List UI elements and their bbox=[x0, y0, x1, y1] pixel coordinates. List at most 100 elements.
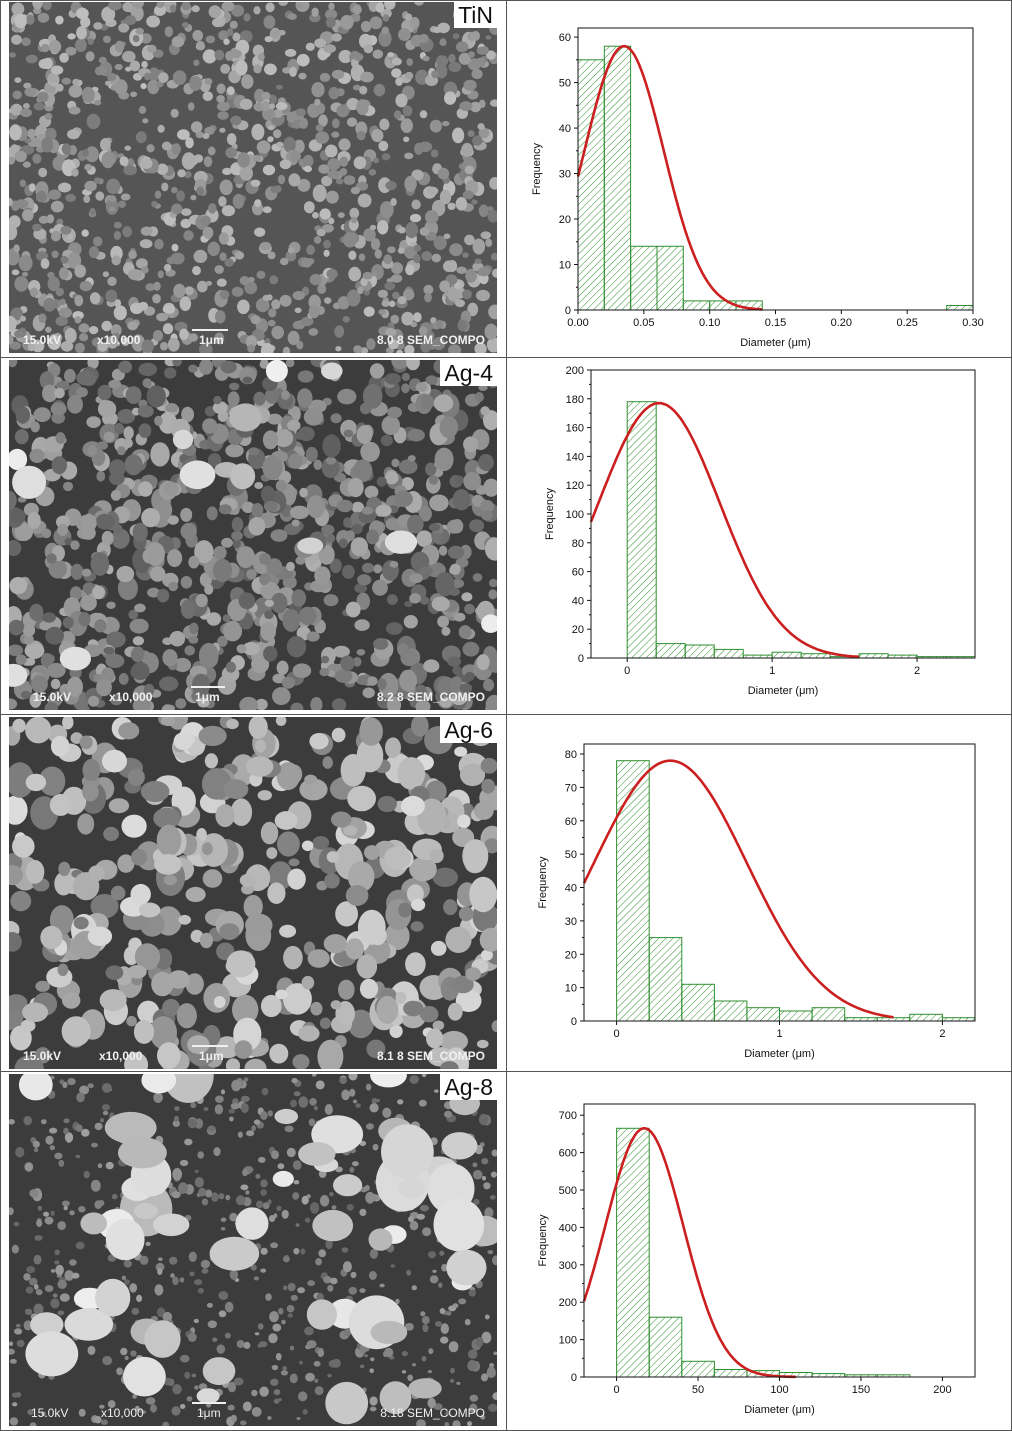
x-axis-label: Diameter (μm) bbox=[740, 337, 811, 349]
row-divider bbox=[0, 714, 1012, 715]
y-tick-label: 60 bbox=[572, 567, 584, 579]
y-tick-label: 60 bbox=[559, 32, 571, 44]
y-tick-label: 70 bbox=[565, 782, 577, 794]
histogram-bar bbox=[648, 937, 683, 1022]
sem-info: 8.1 8 SEM_COMPO bbox=[376, 1049, 485, 1063]
panel-row-ag8: 15.0kV x10,000 1μm 8.18 SEM_COMPO Ag-8 0… bbox=[0, 1072, 1012, 1431]
sem-info-bar: 15.0kV x10,000 1μm 8.0 8 SEM_COMPO bbox=[9, 327, 497, 353]
x-tick-label: 100 bbox=[770, 1384, 788, 1396]
fit-curve bbox=[582, 759, 894, 1019]
y-tick-label: 0 bbox=[571, 1372, 577, 1384]
fit-curve bbox=[589, 401, 860, 659]
y-tick-label: 80 bbox=[565, 749, 577, 761]
sem-info-bar: 15.0kV x10,000 1μm 8.2 8 SEM_COMPO bbox=[9, 684, 497, 710]
row-divider bbox=[0, 1071, 1012, 1072]
y-tick-label: 0 bbox=[578, 653, 584, 665]
sem-texture bbox=[9, 1074, 497, 1426]
panel-row-tin: 15.0kV x10,000 1μm 8.0 8 SEM_COMPO TiN 0… bbox=[0, 0, 1012, 357]
histogram-bar bbox=[811, 1373, 846, 1378]
x-tick-label: 0.25 bbox=[896, 317, 917, 329]
y-tick-label: 100 bbox=[566, 509, 584, 521]
sem-magnification: x10,000 bbox=[99, 1049, 143, 1063]
histogram-bar bbox=[616, 760, 650, 1022]
x-tick-label: 2 bbox=[914, 665, 920, 677]
sem-micrograph: 15.0kV x10,000 1μm 8.18 SEM_COMPO Ag-8 bbox=[9, 1074, 497, 1426]
y-axis-label: Frequency bbox=[537, 856, 549, 908]
sem-micrograph: 15.0kV x10,000 1μm 8.1 8 SEM_COMPO Ag-6 bbox=[9, 717, 497, 1069]
histogram-chart: 0.00 0.05 0.10 0.15 0.20 0.25 0.30 0 10 20 30 40 50 6… bbox=[507, 0, 1012, 357]
column-divider bbox=[506, 0, 507, 1431]
panel-row-ag4: 15.0kV x10,000 1μm 8.2 8 SEM_COMPO Ag-4 … bbox=[0, 358, 1012, 714]
row-divider bbox=[0, 357, 1012, 358]
y-tick-label: 300 bbox=[559, 1260, 577, 1272]
histogram-bar bbox=[648, 1316, 683, 1378]
y-tick-label: 100 bbox=[559, 1335, 577, 1347]
sem-texture bbox=[9, 2, 497, 353]
histogram-bar bbox=[656, 245, 684, 311]
histogram-bar bbox=[681, 1360, 715, 1378]
sem-texture bbox=[9, 717, 497, 1069]
histogram-bar bbox=[630, 245, 658, 311]
histogram-chart: 0 1 2 0 20 40 60 80 100 120 140 160 180 200 Diameter (… bbox=[507, 358, 1012, 714]
histogram-bar bbox=[771, 651, 802, 659]
sem-voltage: 15.0kV bbox=[31, 1406, 69, 1420]
histogram-bar bbox=[713, 648, 744, 659]
histogram-svg: 0.00 0.05 0.10 0.15 0.20 0.25 0.30 0 10 20 30 40 50 6… bbox=[531, 27, 984, 349]
sem-micrograph: 15.0kV x10,000 1μm 8.0 8 SEM_COMPO TiN bbox=[9, 2, 497, 353]
y-axis-label: Frequency bbox=[544, 488, 556, 540]
y-tick-label: 20 bbox=[565, 949, 577, 961]
sem-magnification: x10,000 bbox=[101, 1406, 144, 1420]
y-tick-label: 40 bbox=[559, 123, 571, 135]
sem-texture bbox=[9, 360, 497, 710]
x-axis-label: Diameter (μm) bbox=[744, 1404, 815, 1416]
histogram-bar bbox=[603, 45, 632, 311]
x-tick-label: 0.05 bbox=[633, 317, 654, 329]
y-tick-label: 200 bbox=[559, 1297, 577, 1309]
x-axis-label: Diameter (μm) bbox=[748, 685, 819, 697]
sample-label: Ag-4 bbox=[440, 360, 497, 386]
scale-bar bbox=[192, 329, 228, 331]
y-tick-label: 50 bbox=[565, 849, 577, 861]
histogram-svg: 0 50 100 150 200 0 100 200 300 400 500 600 700 Diamet… bbox=[537, 1103, 976, 1416]
x-tick-label: 0 bbox=[624, 665, 630, 677]
panel-row-ag6: 15.0kV x10,000 1μm 8.1 8 SEM_COMPO Ag-6 … bbox=[0, 715, 1012, 1071]
sem-micrograph: 15.0kV x10,000 1μm 8.2 8 SEM_COMPO Ag-4 bbox=[9, 360, 497, 710]
x-tick-label: 150 bbox=[852, 1384, 870, 1396]
histogram-bar bbox=[946, 305, 974, 311]
y-tick-label: 180 bbox=[566, 394, 584, 406]
histogram-bar bbox=[684, 644, 715, 659]
sem-voltage: 15.0kV bbox=[23, 333, 62, 347]
sample-label: Ag-6 bbox=[440, 717, 497, 743]
scale-bar bbox=[192, 1045, 228, 1047]
x-axis-label: Diameter (μm) bbox=[744, 1048, 815, 1060]
sem-info: 8.18 SEM_COMPO bbox=[380, 1406, 485, 1420]
y-tick-label: 10 bbox=[565, 983, 577, 995]
sem-scale-label: 1μm bbox=[199, 1049, 224, 1063]
sem-info-bar: 15.0kV x10,000 1μm 8.18 SEM_COMPO bbox=[9, 1400, 497, 1426]
x-tick-label: 1 bbox=[776, 1028, 782, 1040]
x-tick-label: 50 bbox=[692, 1384, 704, 1396]
sem-scale-label: 1μm bbox=[199, 333, 224, 347]
y-tick-label: 500 bbox=[559, 1185, 577, 1197]
sem-scale-label: 1μm bbox=[197, 1406, 221, 1420]
sem-magnification: x10,000 bbox=[109, 690, 153, 704]
sem-info-bar: 15.0kV x10,000 1μm 8.1 8 SEM_COMPO bbox=[9, 1043, 497, 1069]
y-tick-label: 30 bbox=[559, 169, 571, 181]
y-tick-label: 40 bbox=[572, 595, 584, 607]
y-tick-label: 600 bbox=[559, 1148, 577, 1160]
x-tick-label: 0.20 bbox=[831, 317, 852, 329]
y-tick-label: 40 bbox=[565, 883, 577, 895]
sem-info: 8.0 8 SEM_COMPO bbox=[376, 333, 485, 347]
x-tick-label: 0.15 bbox=[765, 317, 786, 329]
y-tick-label: 120 bbox=[566, 480, 584, 492]
sample-label: Ag-8 bbox=[440, 1074, 497, 1100]
sem-voltage: 15.0kV bbox=[33, 690, 72, 704]
y-tick-label: 10 bbox=[559, 260, 571, 272]
y-tick-label: 80 bbox=[572, 538, 584, 550]
y-tick-label: 160 bbox=[566, 423, 584, 435]
histogram-bar bbox=[626, 401, 657, 659]
x-tick-label: 0 bbox=[614, 1384, 620, 1396]
y-tick-label: 30 bbox=[565, 916, 577, 928]
